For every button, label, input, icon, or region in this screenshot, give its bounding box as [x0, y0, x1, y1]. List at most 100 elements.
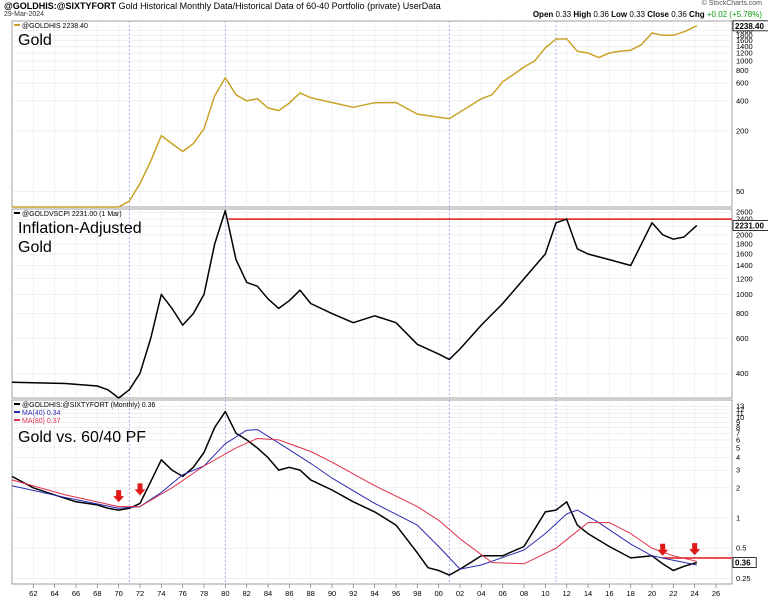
- panel-2-series-line: [11, 209, 698, 399]
- panel-label-1: Gold: [18, 32, 52, 49]
- legend-entry: @GOLDHIS:@SIXTYFORT (Monthly) 0.36: [22, 402, 155, 409]
- y-tick-label: 50: [736, 187, 744, 196]
- legend-swatch: [14, 24, 20, 26]
- panel-label-2: Gold: [18, 239, 52, 256]
- ma-40-series-line: [11, 429, 697, 570]
- y-tick-label: 1400: [736, 261, 753, 270]
- y-tick-label: 7: [736, 429, 740, 438]
- y-tick-label: 2400: [736, 215, 753, 224]
- x-tick-label: 66: [72, 589, 80, 598]
- x-tick-label: 84: [264, 589, 272, 598]
- y-tick-label: 0.25: [736, 574, 751, 583]
- y-tick-label: 5: [736, 443, 740, 452]
- x-tick-label: 02: [456, 589, 464, 598]
- y-tick-label: 1600: [736, 36, 753, 45]
- x-tick-label: 76: [178, 589, 186, 598]
- high-value: 0.36: [593, 10, 609, 19]
- ohlc-readout: Open 0.33 High 0.36 Low 0.33 Close 0.36 …: [532, 10, 762, 19]
- y-tick-label: 600: [736, 79, 749, 88]
- symbol-label: @GOLDHIS:@SIXTYFORT: [4, 1, 117, 11]
- last-value-tag: [732, 20, 768, 32]
- y-tick-label: 2: [736, 483, 740, 492]
- x-tick-label: 90: [328, 589, 336, 598]
- x-tick-label: 12: [562, 589, 570, 598]
- low-value: 0.33: [629, 10, 645, 19]
- x-tick-label: 10: [541, 589, 549, 598]
- chart-date: 29-Mar-2024: [4, 11, 45, 18]
- y-tick-label: 600: [736, 334, 749, 343]
- x-tick-label: 06: [498, 589, 506, 598]
- y-tick-label: 1200: [736, 48, 753, 57]
- x-tick-label: 62: [29, 589, 37, 598]
- y-tick-label: 0.5: [736, 544, 746, 553]
- legend-entry-ma40: MA(40) 0.34: [22, 410, 61, 417]
- legend-swatch: [14, 403, 20, 405]
- y-tick-label: 1000: [736, 290, 753, 299]
- y-tick-label: 6: [736, 435, 740, 444]
- legend-swatch: [14, 212, 20, 214]
- x-tick-label: 00: [434, 589, 442, 598]
- panel-frame-1: [11, 20, 733, 208]
- x-tick-label: 24: [690, 589, 698, 598]
- red-arrow-marker: [134, 483, 146, 496]
- x-tick-label: 04: [477, 589, 485, 598]
- x-tick-label: 26: [712, 589, 720, 598]
- y-tick-label: 1200: [736, 274, 753, 283]
- description-label: Gold Historical Monthly Data/Historical …: [118, 1, 401, 11]
- last-value-tag-text: 0.36: [735, 559, 751, 568]
- x-tick-label: 70: [114, 589, 122, 598]
- y-tick-label: 11: [736, 409, 744, 418]
- y-tick-label: 8: [736, 423, 740, 432]
- y-tick-label: 200: [736, 127, 749, 136]
- y-tick-label: 1600: [736, 250, 753, 259]
- panel-label-3: Gold vs. 60/40 PF: [18, 429, 146, 446]
- x-tick-label: 08: [520, 589, 528, 598]
- last-value-tag: [732, 557, 757, 568]
- legend-swatch-ma40: [14, 411, 20, 413]
- y-tick-label: 12: [736, 405, 744, 414]
- x-tick-label: 86: [285, 589, 293, 598]
- x-tick-label: 14: [584, 589, 592, 598]
- y-tick-label: 10: [736, 413, 744, 422]
- last-value-tag: [732, 220, 768, 231]
- red-arrow-marker: [657, 543, 669, 556]
- y-tick-label: 800: [736, 66, 749, 75]
- x-tick-label: 96: [392, 589, 400, 598]
- goldhis-sixtyfort-series-line: [11, 410, 698, 576]
- y-tick-label: 13: [736, 402, 744, 411]
- y-tick-label: 400: [736, 369, 749, 378]
- x-tick-label: 80: [221, 589, 229, 598]
- panel-frame-2: [11, 208, 733, 399]
- y-tick-label: 4: [736, 453, 740, 462]
- y-tick-label: 400: [736, 96, 749, 105]
- x-tick-label: 92: [349, 589, 357, 598]
- open-value: 0.33: [555, 10, 572, 19]
- x-tick-label: 72: [136, 589, 144, 598]
- y-tick-label: 2000: [736, 230, 753, 239]
- y-tick-label: 3: [736, 466, 740, 475]
- x-tick-label: 94: [370, 589, 378, 598]
- legend-swatch-ma80: [14, 419, 20, 421]
- source-label: UserData: [402, 1, 441, 11]
- y-tick-label: 2600: [736, 208, 753, 217]
- y-tick-label: 9: [736, 418, 740, 427]
- legend-entry: @GOLDHIS 2238.40: [22, 23, 88, 30]
- y-tick-label: 1800: [736, 31, 753, 40]
- y-tick-label: 1: [736, 514, 740, 523]
- x-tick-label: 98: [413, 589, 421, 598]
- chart-title: @GOLDHIS:@SIXTYFORT Gold Historical Mont…: [4, 1, 441, 11]
- x-tick-label: 64: [50, 589, 58, 598]
- x-tick-label: 74: [157, 589, 165, 598]
- change-value: +0.02 (+5.78%): [706, 10, 762, 19]
- x-tick-label: 68: [93, 589, 101, 598]
- x-tick-label: 88: [306, 589, 314, 598]
- x-tick-label: 78: [200, 589, 208, 598]
- y-tick-label: 1000: [736, 56, 753, 65]
- last-value-tag-text: 2238.40: [735, 22, 764, 31]
- ma-80-series-line: [11, 438, 697, 565]
- y-tick-label: 1400: [736, 42, 753, 51]
- y-tick-label: 1800: [736, 239, 753, 248]
- panel-frame-3: [11, 399, 733, 585]
- last-value-tag-text: 2231.00: [735, 221, 764, 230]
- legend-entry-ma80: MA(80) 0.37: [22, 418, 61, 425]
